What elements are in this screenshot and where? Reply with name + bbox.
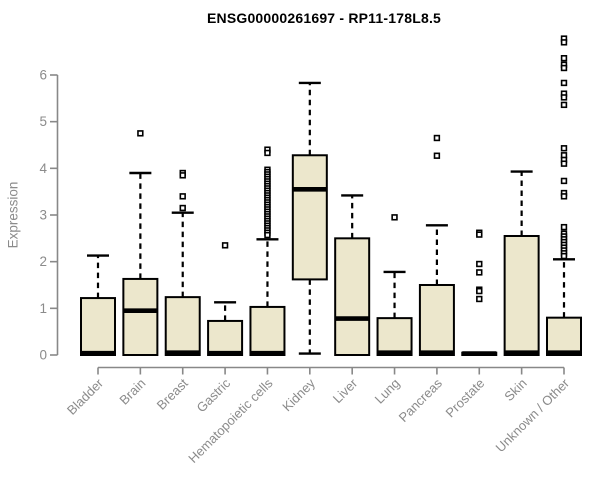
- outlier-point: [391, 214, 398, 221]
- outlier-point: [433, 134, 441, 142]
- box: [418, 283, 455, 356]
- box-group-breast: [164, 169, 201, 357]
- y-tick-label: 3: [39, 207, 47, 222]
- box-group-lung: [376, 214, 413, 356]
- y-tick-label: 5: [39, 114, 47, 129]
- box-group-unknown-other: [545, 35, 582, 356]
- box: [249, 305, 286, 356]
- outlier-point: [221, 242, 229, 249]
- box-group-pancreas: [418, 134, 455, 356]
- y-tick-label: 6: [39, 67, 47, 82]
- box-group-liver: [334, 194, 371, 356]
- outlier-point: [560, 64, 568, 72]
- outlier-point: [179, 204, 186, 212]
- outlier-point: [179, 193, 186, 200]
- x-tick-label: Hematopoietic cells: [185, 375, 276, 466]
- box: [503, 234, 540, 356]
- outlier-point: [476, 260, 483, 268]
- box: [207, 319, 244, 357]
- x-tick-label: Liver: [330, 375, 361, 406]
- box-group-skin: [503, 170, 540, 356]
- outlier-point: [560, 39, 568, 46]
- outlier-point: [476, 269, 483, 276]
- x-tick-label: Breast: [154, 375, 191, 412]
- y-tick-label: 2: [39, 254, 47, 269]
- outlier-point: [560, 145, 568, 152]
- box-group-brain: [122, 130, 159, 357]
- chart-title: ENSG00000261697 - RP11-178L8.5: [206, 10, 442, 26]
- y-tick-label: 1: [39, 301, 47, 316]
- box: [376, 317, 413, 356]
- box-group-kidney: [291, 81, 328, 355]
- outlier-point: [179, 172, 186, 179]
- x-tick-label: Brain: [116, 376, 148, 408]
- x-tick-label: Gastric: [193, 375, 233, 415]
- outlier-point: [560, 193, 568, 200]
- x-tick-label: Skin: [501, 376, 529, 404]
- box: [164, 296, 201, 357]
- outlier-point: [433, 152, 441, 159]
- x-tick-label: Kidney: [279, 375, 318, 414]
- outlier-point: [476, 295, 483, 303]
- outlier-point: [476, 231, 483, 238]
- box-group-bladder: [80, 254, 116, 356]
- outlier-point: [560, 94, 568, 101]
- x-tick-label: Bladder: [64, 375, 107, 418]
- x-tick-label: Lung: [372, 376, 403, 407]
- outlier-point: [560, 252, 568, 260]
- box-group-gastric: [207, 242, 244, 357]
- box: [291, 154, 328, 281]
- outlier-point: [476, 287, 483, 295]
- x-tick-label: Prostate: [443, 376, 488, 421]
- outlier-point: [560, 223, 568, 231]
- outlier-point: [560, 177, 568, 185]
- y-tick-label: 4: [39, 161, 47, 176]
- box: [80, 297, 116, 356]
- outlier-point: [137, 130, 144, 137]
- box: [334, 237, 371, 356]
- box: [545, 316, 582, 356]
- y-tick-label: 0: [39, 348, 47, 363]
- outlier-point: [560, 54, 568, 62]
- box-group-hematopoietic-cells: [249, 146, 286, 356]
- box: [122, 277, 159, 357]
- outlier-point: [560, 160, 568, 167]
- outlier-point: [264, 149, 271, 157]
- outlier-point: [560, 79, 568, 87]
- outlier-point: [560, 101, 568, 109]
- x-tick-label: Pancreas: [396, 375, 446, 425]
- outlier-point: [264, 231, 271, 239]
- box-group-prostate: [461, 229, 498, 356]
- x-tick-label: Unknown / Other: [493, 375, 573, 455]
- y-axis: 0 1 2 3 4 5 6: [39, 67, 59, 363]
